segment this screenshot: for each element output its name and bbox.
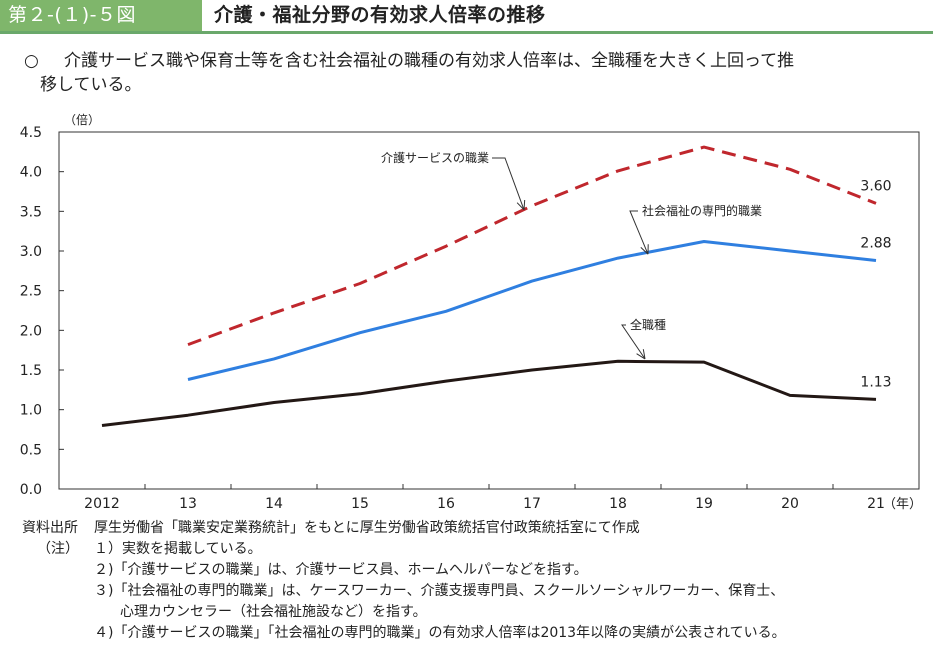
x-tick-label: 21 [867, 496, 885, 512]
notes: 資料出所 厚生労働省「職業安定業務統計」をもとに厚生労働省政策統括官付政策統括室に… [22, 518, 927, 644]
y-tick-label: 3.5 [20, 204, 42, 220]
y-tick-label: 0.0 [20, 482, 42, 498]
all-occupations-series-end-label: 1.13 [860, 374, 891, 390]
source-text: 厚生労働省「職業安定業務統計」をもとに厚生労働省政策統括官付政策統括室にて作成 [94, 520, 640, 536]
x-tick-label: 19 [695, 496, 713, 512]
x-axis-unit: （年） [883, 497, 922, 512]
y-tick-label: 2.5 [20, 284, 42, 300]
x-tick-label: 18 [609, 496, 627, 512]
title-bar: 第２-(１)-５図 介護・福祉分野の有効求人倍率の推移 [0, 0, 933, 34]
note-item: １）実数を掲載している。 [94, 541, 262, 557]
x-tick-label: 13 [179, 496, 197, 512]
note-item: 心理カウンセラー（社会福祉施設など）を指す。 [120, 604, 427, 620]
figure-title: 介護・福祉分野の有効求人倍率の推移 [214, 4, 546, 26]
x-tick-label: 20 [781, 496, 799, 512]
note-item: ４)「介護サービスの職業」「社会福祉の専門的職業」の有効求人倍率は2013年以降… [94, 625, 786, 641]
kaigo-callout-label-leader [492, 157, 525, 210]
lead-line-2: 移している。 [40, 75, 142, 95]
y-tick-label: 1.5 [20, 363, 42, 379]
y-tick-label: 3.0 [20, 244, 42, 260]
social-welfare-series-end-label: 2.88 [860, 236, 891, 252]
lead-line-1: 介護サービス職や保育士等を含む社会福祉の職種の有効求人倍率は、全職種を大きく上回… [64, 51, 795, 71]
social-callout-arrowhead [640, 244, 649, 255]
y-tick-label: 2.0 [20, 323, 42, 339]
all-callout-arrowhead [636, 349, 646, 360]
x-tick-label: 2012 [84, 496, 120, 512]
x-tick-label: 15 [351, 496, 369, 512]
y-tick-label: 4.0 [20, 165, 42, 181]
kaigo-service-series-end-label: 3.60 [860, 178, 891, 194]
x-tick-label: 17 [523, 496, 541, 512]
bullet-mark: ○ [24, 51, 39, 71]
figure-label: 第２-(１)-５図 [0, 0, 202, 31]
y-tick-label: 4.5 [20, 125, 42, 141]
x-tick-label: 16 [437, 496, 455, 512]
kaigo-callout-label: 介護サービスの職業 [381, 150, 489, 165]
social-welfare-series-line [187, 240, 877, 381]
line-chart: 0.0 0.5 1.0 1.5 2.0 2.5 3.0 3.5 4.0 4.5 （倍） 2012 13 1… [20, 112, 922, 512]
kaigo-callout-arrowhead [516, 199, 526, 211]
social-callout-label-leader [629, 210, 649, 255]
all-callout-label: 全職種 [630, 317, 666, 332]
kaigo-service-series-line [187, 145, 877, 347]
lead-text: ○ 介護サービス職や保育士等を含む社会福祉の職種の有効求人倍率は、全職種を大きく上… [24, 49, 919, 97]
note-item: ２)「介護サービスの職業」は、介護サービス員、ホームヘルパーなどを指す。 [94, 562, 588, 578]
social-callout-label: 社会福祉の専門的職業 [642, 203, 762, 218]
note-item: ３)「社会福祉の専門的職業」は、ケースワーカー、介護支援専門員、スクールソーシャ… [94, 583, 785, 599]
note-label: （注） [37, 541, 79, 557]
y-tick-label: 1.0 [20, 403, 42, 419]
all-callout-label-leader [621, 324, 646, 360]
source-label: 資料出所 [22, 520, 78, 536]
all-occupations-series-line [101, 359, 877, 427]
x-tick-label: 14 [265, 496, 283, 512]
plot-frame [58, 131, 920, 490]
y-axis-label: （倍） [64, 112, 100, 127]
y-tick-label: 0.5 [20, 442, 42, 458]
